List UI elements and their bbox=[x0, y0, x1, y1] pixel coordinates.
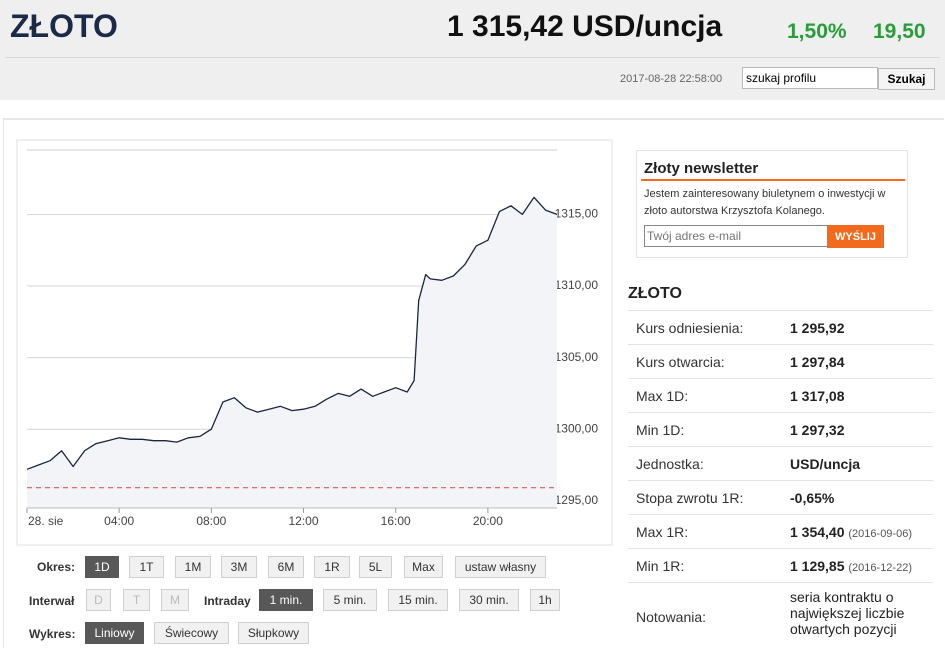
value-text: 1 295,92 bbox=[790, 320, 845, 336]
row-value: seria kontraktu o największej liczbie ot… bbox=[790, 589, 915, 637]
row-label: Kurs otwarcia: bbox=[636, 354, 725, 370]
table-row: Max 1D: 1 317,08 bbox=[628, 378, 933, 413]
table-row: Min 1R: 1 129,85 (2016-12-22) bbox=[628, 548, 933, 583]
row-value: 1 295,92 bbox=[790, 320, 845, 336]
y-tick-label: 1305,00 bbox=[555, 350, 599, 364]
x-tick-label: 28. sie bbox=[28, 514, 64, 528]
change-abs: 19,50 bbox=[873, 20, 926, 43]
y-tick-label: 1300,00 bbox=[555, 421, 599, 435]
price: 1 315,42 USD/uncja bbox=[447, 10, 723, 43]
value-text: 1 317,08 bbox=[790, 388, 845, 404]
interval-button[interactable]: T bbox=[123, 589, 150, 611]
change-pct: 1,50% bbox=[787, 20, 847, 43]
send-button[interactable]: WYŚLIJ bbox=[827, 225, 884, 248]
value-text: 1 297,84 bbox=[790, 354, 845, 370]
control-label: Okres: bbox=[37, 560, 76, 574]
row-label: Kurs odniesienia: bbox=[636, 320, 744, 336]
y-tick-label: 1295,00 bbox=[555, 493, 599, 507]
chart-style-button[interactable]: Słupkowy bbox=[238, 622, 309, 644]
y-tick-label: 1310,00 bbox=[555, 278, 599, 292]
row-value: 1 317,08 bbox=[790, 388, 845, 404]
intraday-button[interactable]: 1 min. bbox=[259, 589, 313, 611]
profile-title: ZŁOTO bbox=[628, 285, 682, 302]
value-note: (2016-12-22) bbox=[848, 562, 912, 574]
period-button[interactable]: 3M bbox=[221, 556, 257, 578]
x-tick-label: 04:00 bbox=[104, 514, 134, 528]
intraday-button[interactable]: 15 min. bbox=[388, 589, 448, 611]
row-value: 1 297,32 bbox=[790, 422, 845, 438]
row-value: -0,65% bbox=[790, 490, 834, 506]
x-tick-label: 20:00 bbox=[473, 514, 503, 528]
table-row: Kurs odniesienia: 1 295,92 bbox=[628, 310, 933, 345]
table-row: Min 1D: 1 297,32 bbox=[628, 412, 933, 447]
intraday-button[interactable]: 5 min. bbox=[323, 589, 377, 611]
interval-button[interactable]: D bbox=[86, 589, 111, 611]
newsletter-text: Jestem zainteresowany biuletynem o inwes… bbox=[644, 188, 886, 217]
search-button[interactable]: Szukaj bbox=[878, 68, 935, 90]
y-tick-label: 1315,00 bbox=[555, 207, 599, 221]
period-button[interactable]: 1M bbox=[175, 556, 211, 578]
value-note: (2016-09-06) bbox=[848, 528, 912, 540]
x-tick-label: 12:00 bbox=[289, 514, 319, 528]
row-value: 1 297,84 bbox=[790, 354, 845, 370]
row-label: Min 1R: bbox=[636, 558, 685, 574]
table-row: Stopa zwrotu 1R: -0,65% bbox=[628, 480, 933, 515]
period-button[interactable]: Max bbox=[404, 556, 443, 578]
period-button[interactable]: 5L bbox=[359, 556, 392, 578]
x-tick-label: 08:00 bbox=[196, 514, 226, 528]
value-text: 1 297,32 bbox=[790, 422, 845, 438]
row-label: Stopa zwrotu 1R: bbox=[636, 490, 744, 506]
table-row: Jednostka: USD/uncja bbox=[628, 446, 933, 481]
newsletter-bar bbox=[641, 179, 905, 181]
value-text: -0,65% bbox=[790, 490, 835, 506]
intraday-button[interactable]: 1h bbox=[530, 589, 560, 611]
chart-style-button[interactable]: Świecowy bbox=[154, 622, 229, 644]
row-value: USD/uncja bbox=[790, 456, 860, 472]
row-label: Max 1R: bbox=[636, 524, 689, 540]
period-button[interactable]: 1T bbox=[129, 556, 164, 578]
timestamp: 2017-08-28 22:58:00 bbox=[620, 73, 723, 85]
intraday-button[interactable]: 30 min. bbox=[459, 589, 519, 611]
control-label: Intraday bbox=[204, 594, 251, 608]
price-line bbox=[26, 196, 558, 470]
table-row: Kurs otwarcia: 1 297,84 bbox=[628, 344, 933, 379]
row-label: Notowania: bbox=[636, 609, 707, 625]
table-row: Notowania: seria kontraktu o największej … bbox=[628, 582, 933, 651]
search-input[interactable] bbox=[742, 67, 878, 89]
value-text: 1 354,40 bbox=[790, 524, 845, 540]
value-text: seria kontraktu o największej liczbie ot… bbox=[790, 589, 905, 637]
row-label: Jednostka: bbox=[636, 456, 704, 472]
control-label: Wykres: bbox=[29, 627, 76, 641]
period-button[interactable]: 1R bbox=[314, 556, 350, 578]
row-label: Max 1D: bbox=[636, 388, 689, 404]
row-label: Min 1D: bbox=[636, 422, 685, 438]
period-button[interactable]: 6M bbox=[268, 556, 304, 578]
period-button[interactable]: 1D bbox=[85, 556, 119, 578]
line-area bbox=[27, 197, 557, 509]
table-row: Max 1R: 1 354,40 (2016-09-06) bbox=[628, 514, 933, 549]
newsletter-title: Złoty newsletter bbox=[644, 160, 759, 177]
value-text: 1 129,85 bbox=[790, 558, 845, 574]
interval-button[interactable]: M bbox=[161, 589, 189, 611]
value-text: USD/uncja bbox=[790, 456, 861, 472]
period-button[interactable]: ustaw własny bbox=[455, 556, 546, 578]
chart-style-button[interactable]: Liniowy bbox=[85, 622, 144, 644]
newsletter-box: Złoty newsletter Jestem zainteresowany b… bbox=[636, 150, 908, 258]
email-input[interactable] bbox=[644, 225, 828, 247]
control-label: Interwał bbox=[29, 594, 75, 608]
x-tick-label: 16:00 bbox=[381, 514, 411, 528]
instrument-title: ZŁOTO bbox=[10, 8, 118, 44]
main-panel bbox=[3, 118, 944, 648]
separator bbox=[5, 57, 940, 58]
row-value: 1 354,40 (2016-09-06) bbox=[790, 524, 912, 540]
row-value: 1 129,85 (2016-12-22) bbox=[790, 558, 912, 574]
